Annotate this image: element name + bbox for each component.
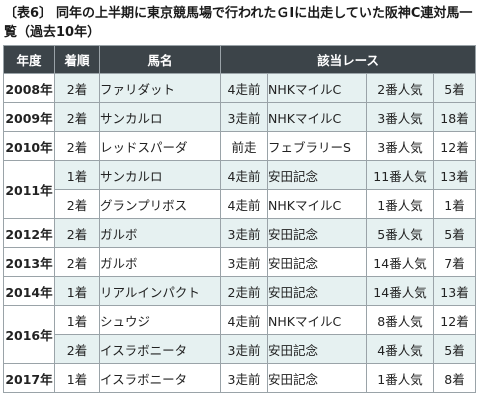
cell-finish: 13着: [432, 160, 477, 190]
cell-rank: 2着: [54, 189, 100, 219]
cell-popularity: 1番人気: [366, 363, 434, 393]
cell-prev: 3走前: [220, 218, 268, 248]
cell-race: 安田記念: [267, 160, 367, 190]
cell-rank: 1着: [54, 305, 100, 335]
header-year: 年度: [3, 45, 55, 74]
cell-rank: 2着: [54, 247, 100, 277]
cell-horse: ファリダット: [99, 73, 221, 103]
cell-finish: 5着: [432, 218, 477, 248]
cell-race: 安田記念: [267, 334, 367, 364]
cell-finish: 5着: [432, 334, 477, 364]
cell-popularity: 5番人気: [366, 218, 434, 248]
cell-prev: 4走前: [220, 160, 268, 190]
cell-horse: レッドスパーダ: [99, 131, 221, 161]
cell-prev: 4走前: [220, 73, 268, 103]
cell-prev: 2走前: [220, 276, 268, 306]
cell-horse: リアルインパクト: [99, 276, 221, 306]
cell-race: 安田記念: [267, 218, 367, 248]
cell-prev: 前走: [220, 131, 268, 161]
cell-finish: 7着: [432, 247, 477, 277]
header-horse: 馬名: [99, 45, 221, 74]
cell-race: 安田記念: [267, 363, 367, 393]
cell-finish: 18着: [432, 102, 477, 132]
cell-year: 2008年: [3, 73, 55, 103]
cell-race: 安田記念: [267, 247, 367, 277]
cell-rank: 2着: [54, 334, 100, 364]
cell-rank: 2着: [54, 131, 100, 161]
cell-horse: サンカルロ: [99, 102, 221, 132]
cell-year: 2014年: [3, 276, 55, 306]
table-row: 2008年 2着 ファリダット 4走前 NHKマイルC 2番人気 5着: [3, 73, 477, 103]
cell-rank: 2着: [54, 218, 100, 248]
cell-popularity: 8番人気: [366, 305, 434, 335]
cell-race: NHKマイルC: [267, 189, 367, 219]
cell-horse: イスラボニータ: [99, 363, 221, 393]
table-number: 〔表6〕: [4, 6, 53, 21]
cell-prev: 4走前: [220, 189, 268, 219]
cell-finish: 1着: [432, 189, 477, 219]
cell-race: NHKマイルC: [267, 73, 367, 103]
cell-year: 2017年: [3, 363, 55, 393]
cell-prev: 3走前: [220, 102, 268, 132]
cell-rank: 1着: [54, 363, 100, 393]
table-title: 同年の上半期に東京競馬場で行われたＧⅠに出走していた阪神C連対馬一覧（過去10年…: [4, 6, 473, 40]
table-row: 2着 イスラボニータ 3走前 安田記念 4番人気 5着: [4, 334, 477, 364]
cell-finish: 12着: [432, 131, 477, 161]
header-race: 該当レース: [219, 45, 477, 74]
cell-finish: 13着: [432, 276, 477, 306]
table-row: 2013年 2着 ガルボ 3走前 安田記念 14番人気 7着: [3, 247, 477, 277]
cell-race: フェブラリーS: [267, 131, 367, 161]
header-row: 年度 着順 馬名 該当レース: [3, 45, 477, 74]
cell-popularity: 2番人気: [366, 73, 434, 103]
cell-horse: ガルボ: [99, 247, 221, 277]
table-row: 2011年 1着 サンカルロ 4走前 安田記念 11番人気 13着: [3, 160, 477, 219]
cell-year: 2010年: [3, 131, 55, 161]
table-row: 2010年 2着 レッドスパーダ 前走 フェブラリーS 3番人気 12着: [3, 131, 477, 161]
cell-race: NHKマイルC: [267, 102, 367, 132]
table-row: 2017年 1着 イスラボニータ 3走前 安田記念 1番人気 8着: [3, 363, 477, 393]
header-rank: 着順: [54, 45, 100, 74]
table-row: 2012年 2着 ガルボ 3走前 安田記念 5番人気 5着: [3, 218, 477, 248]
cell-rank: 1着: [54, 276, 100, 306]
cell-rank: 2着: [54, 73, 100, 103]
cell-prev: 3走前: [220, 247, 268, 277]
cell-finish: 5着: [432, 73, 477, 103]
cell-horse: シュウジ: [99, 305, 221, 335]
results-table: 年度 着順 馬名 該当レース 2008年 2着 ファリダット 4走前 NHKマイ…: [3, 45, 477, 393]
cell-race: NHKマイルC: [267, 305, 367, 335]
cell-popularity: 4番人気: [366, 334, 434, 364]
cell-horse: サンカルロ: [99, 160, 221, 190]
cell-popularity: 14番人気: [366, 247, 434, 277]
cell-horse: イスラボニータ: [99, 334, 221, 364]
cell-popularity: 3番人気: [366, 131, 434, 161]
cell-finish: 8着: [432, 363, 477, 393]
cell-horse: グランプリボス: [99, 189, 221, 219]
table-row: 2009年 2着 サンカルロ 3走前 NHKマイルC 3番人気 18着: [3, 102, 477, 132]
cell-year: 2016年: [3, 305, 55, 364]
cell-rank: 2着: [54, 102, 100, 132]
cell-race: 安田記念: [267, 276, 367, 306]
table-row: 2016年 1着 シュウジ 4走前 NHKマイルC 8番人気 12着: [3, 305, 477, 364]
cell-finish: 12着: [432, 305, 477, 335]
cell-popularity: 14番人気: [366, 276, 434, 306]
cell-year: 2013年: [3, 247, 55, 277]
table-row: 2着 グランプリボス 4走前 NHKマイルC 1番人気 1着: [4, 189, 477, 219]
cell-popularity: 11番人気: [366, 160, 434, 190]
table-row: 2014年 1着 リアルインパクト 2走前 安田記念 14番人気 13着: [3, 276, 477, 306]
cell-popularity: 3番人気: [366, 102, 434, 132]
cell-horse: ガルボ: [99, 218, 221, 248]
cell-year: 2009年: [3, 102, 55, 132]
cell-rank: 1着: [54, 160, 100, 190]
cell-prev: 3走前: [220, 363, 268, 393]
cell-year: 2011年: [3, 160, 55, 219]
cell-popularity: 1番人気: [366, 189, 434, 219]
cell-prev: 4走前: [220, 305, 268, 335]
cell-year: 2012年: [3, 218, 55, 248]
table-caption: 〔表6〕 同年の上半期に東京競馬場で行われたＧⅠに出走していた阪神C連対馬一覧（過…: [4, 4, 474, 42]
cell-prev: 3走前: [220, 334, 268, 364]
